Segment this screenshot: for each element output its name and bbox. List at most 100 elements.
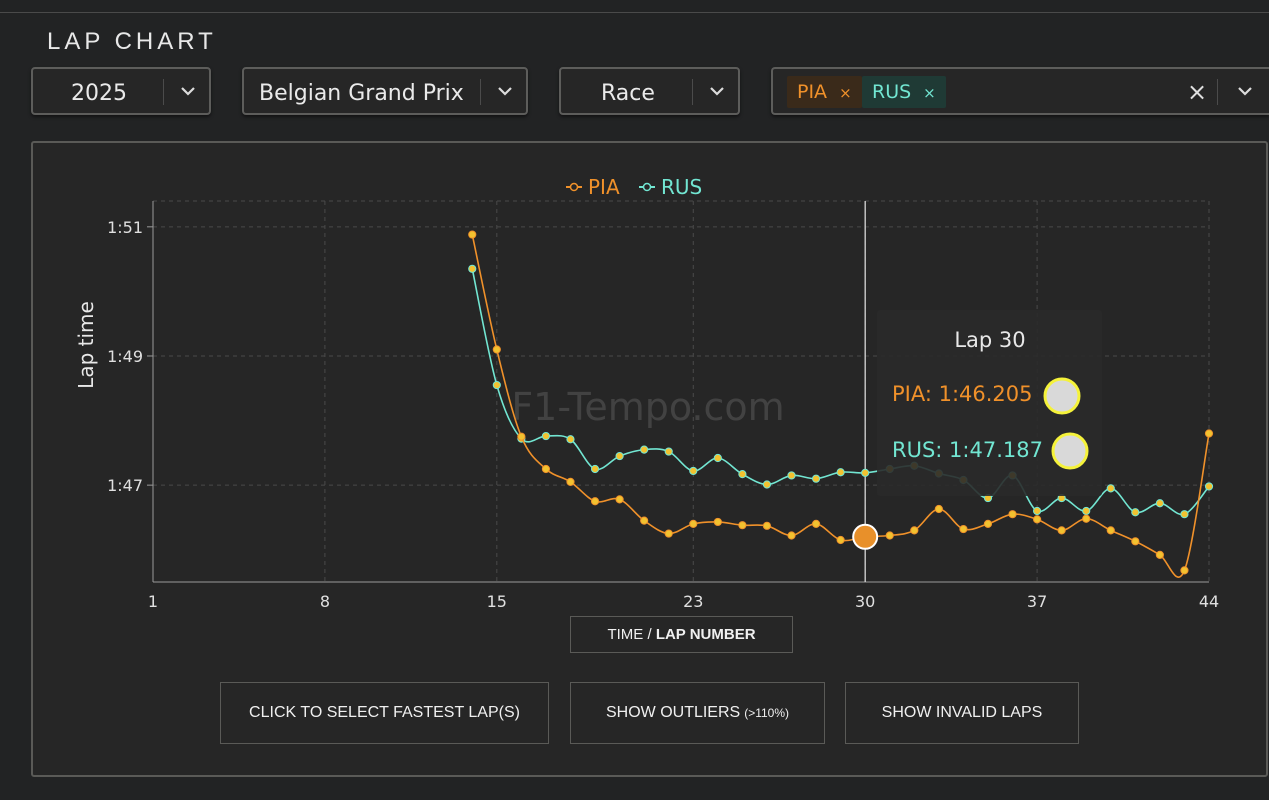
page-title: LAP CHART xyxy=(47,28,217,55)
data-point-rus xyxy=(590,464,600,474)
data-point-pia xyxy=(1131,537,1140,546)
data-point-rus xyxy=(1204,482,1214,491)
data-point-rus xyxy=(1032,506,1042,516)
driver-chip-pia: PIA × xyxy=(787,76,862,108)
data-point-pia xyxy=(1155,550,1164,559)
chevron-down-icon[interactable] xyxy=(707,81,727,101)
legend-marker-pia xyxy=(569,182,579,192)
data-point-rus xyxy=(492,380,501,390)
tooltip-box xyxy=(877,310,1102,496)
driver-multiselect[interactable]: PIA × RUS × × xyxy=(771,67,1269,115)
tooltip-row-rus: RUS: 1:47.187 xyxy=(892,438,1043,462)
select-separator xyxy=(163,79,164,105)
legend-marker-rus xyxy=(642,182,652,192)
show-invalid-laps-button[interactable]: SHOW INVALID LAPS xyxy=(845,682,1079,744)
driver-chip-label: PIA xyxy=(797,81,828,103)
chevron-down-icon[interactable] xyxy=(1235,81,1255,101)
chart-axes: 1 8 15 23 30 37 44 1:51 1:49 1:47 Lap time xyxy=(74,201,1219,611)
event-value: Belgian Grand Prix xyxy=(259,81,464,106)
data-point-pia xyxy=(640,516,649,525)
button-label: SHOW OUTLIERS xyxy=(605,704,741,721)
y-tick-label: 1:49 xyxy=(107,347,143,366)
tooltip-marker-rus xyxy=(1051,432,1089,470)
x-tick-label: 8 xyxy=(320,592,330,611)
data-point-rus xyxy=(1082,506,1091,516)
data-point-pia xyxy=(983,519,993,528)
data-point-rus xyxy=(1131,508,1140,517)
data-point-rus xyxy=(836,468,845,477)
outliers-note: (>110%) xyxy=(744,706,790,720)
chevron-down-icon[interactable] xyxy=(178,81,198,101)
tooltip-title: Lap 30 xyxy=(954,328,1025,352)
remove-chip-icon[interactable]: × xyxy=(839,84,852,102)
select-separator xyxy=(480,79,481,105)
button-label: CLICK TO SELECT FASTEST LAP(S) xyxy=(249,704,520,721)
data-point-rus xyxy=(738,470,747,479)
y-tick-label: 1:51 xyxy=(107,218,143,237)
button-label: SHOW INVALID LAPS xyxy=(881,704,1043,721)
data-point-pia xyxy=(1008,510,1017,519)
data-point-pia xyxy=(517,432,526,441)
data-point-rus xyxy=(1180,510,1189,519)
legend-label-rus: RUS xyxy=(661,175,702,199)
watermark: F1-Tempo.com xyxy=(511,385,784,429)
select-separator xyxy=(692,79,693,105)
chart-legend: PIA RUS xyxy=(566,175,702,199)
data-point-rus xyxy=(713,453,722,463)
data-point-rus xyxy=(468,264,477,273)
data-point-pia xyxy=(762,521,772,530)
tooltip: Lap 30 PIA: 1:46.205 RUS: 1:47.187 xyxy=(877,310,1102,496)
remove-chip-icon[interactable]: × xyxy=(923,84,936,102)
tooltip-marker-pia xyxy=(1043,377,1081,415)
driver-chip-rus: RUS × xyxy=(862,76,946,108)
year-value: 2025 xyxy=(71,81,127,106)
data-point-pia xyxy=(541,464,551,474)
data-point-pia xyxy=(492,345,501,354)
data-point-rus xyxy=(1155,499,1164,508)
tooltip-row-pia: PIA: 1:46.205 xyxy=(892,382,1033,406)
driver-chip-label: RUS xyxy=(872,81,912,103)
data-point-pia xyxy=(885,531,894,540)
data-point-pia xyxy=(1032,515,1042,524)
top-divider xyxy=(0,12,1269,13)
legend-label-pia: PIA xyxy=(588,175,620,199)
data-point-rus xyxy=(541,431,551,441)
clear-icon[interactable]: × xyxy=(1187,78,1208,106)
y-tick-label: 1:47 xyxy=(107,476,143,495)
year-select[interactable]: 2025 xyxy=(31,67,211,115)
data-point-pia xyxy=(1106,526,1115,535)
x-tick-label: 44 xyxy=(1199,592,1219,611)
data-point-pia xyxy=(1057,526,1066,535)
data-point-pia xyxy=(787,531,796,540)
data-point-pia xyxy=(1180,566,1189,575)
x-tick-label: 1 xyxy=(148,592,158,611)
x-tick-label: 30 xyxy=(855,592,875,611)
data-point-pia xyxy=(566,477,575,487)
select-fastest-laps-button[interactable]: CLICK TO SELECT FASTEST LAP(S) xyxy=(220,682,549,744)
toggle-slash: / xyxy=(643,626,656,643)
x-tick-label: 37 xyxy=(1027,592,1047,611)
event-select[interactable]: Belgian Grand Prix xyxy=(242,67,528,115)
show-outliers-button[interactable]: SHOW OUTLIERS (>110%) xyxy=(570,682,825,744)
data-point-rus xyxy=(566,435,575,444)
data-point-pia xyxy=(713,517,722,527)
data-point-rus xyxy=(615,451,624,461)
data-point-pia xyxy=(615,495,624,504)
toggle-time-label: TIME xyxy=(607,626,644,643)
data-point-rus xyxy=(664,447,673,456)
data-point-pia xyxy=(738,521,747,530)
data-point-pia xyxy=(468,230,477,239)
axis-mode-toggle[interactable]: TIME / LAP NUMBER xyxy=(570,616,793,653)
data-point-rus xyxy=(1106,484,1115,493)
chevron-down-icon[interactable] xyxy=(495,81,515,101)
data-point-rus xyxy=(689,466,698,476)
toggle-lap-label: LAP NUMBER xyxy=(655,626,756,643)
x-tick-label: 15 xyxy=(487,592,507,611)
session-select[interactable]: Race xyxy=(559,67,740,115)
data-point-pia xyxy=(1082,514,1091,523)
data-point-rus xyxy=(640,445,649,454)
data-point-rus xyxy=(811,474,821,483)
x-tick-label: 23 xyxy=(683,592,703,611)
data-point-pia xyxy=(959,524,968,534)
